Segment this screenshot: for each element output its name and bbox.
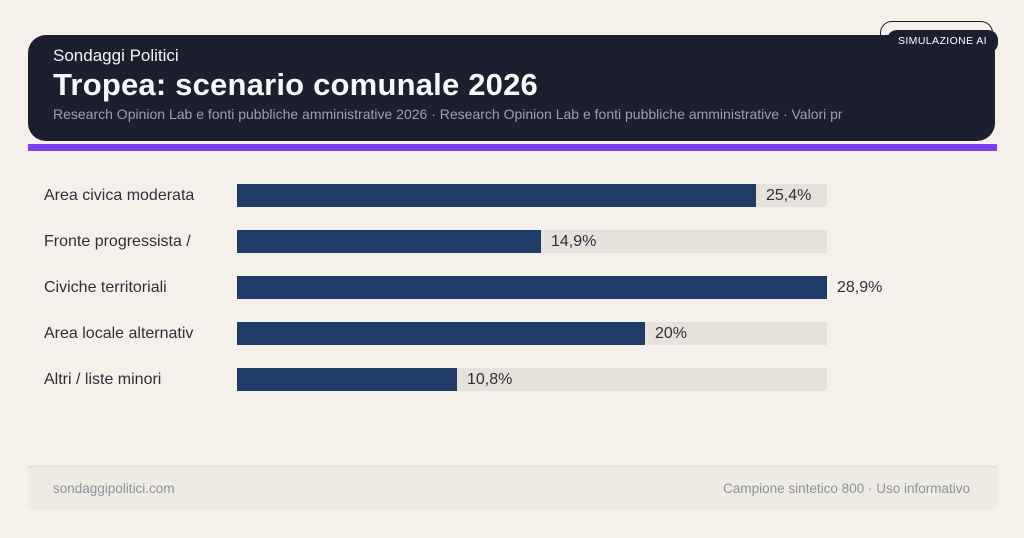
bar-label: Area civica moderata bbox=[44, 187, 195, 204]
bar-row: Altri / liste minori 10,8% bbox=[0, 368, 1024, 391]
bar-row: Civiche territoriali 28,9% bbox=[0, 276, 1024, 299]
bar-fill bbox=[237, 184, 756, 207]
bar-row: Fronte progressista / 14,9% bbox=[0, 230, 1024, 253]
simulation-badge-label: SIMULAZIONE AI bbox=[897, 35, 987, 47]
footer-note: Campione sintetico 800 · Uso informativo bbox=[723, 481, 970, 496]
bar-track bbox=[237, 276, 827, 299]
bar-row: Area civica moderata 25,4% bbox=[0, 184, 1024, 207]
bar-label: Altri / liste minori bbox=[44, 371, 162, 388]
bar-value: 10,8% bbox=[467, 371, 513, 388]
bar-chart: Area civica moderata 25,4% Fronte progress… bbox=[0, 184, 1024, 414]
bar-value: 28,9% bbox=[837, 279, 883, 296]
footer: sondaggipolitici.com Campione sintetico … bbox=[28, 466, 997, 510]
bar-fill bbox=[237, 230, 541, 253]
bar-row: Area locale alternativ 20% bbox=[0, 322, 1024, 345]
bar-fill bbox=[237, 368, 457, 391]
bar-fill bbox=[237, 276, 827, 299]
simulation-badge: SIMULAZIONE AI bbox=[879, 21, 998, 53]
bar-track bbox=[237, 184, 827, 207]
accent-bar bbox=[28, 144, 997, 151]
bar-label: Fronte progressista / bbox=[44, 233, 191, 250]
brand-label: Sondaggi Politici bbox=[53, 46, 179, 65]
bar-label: Civiche territoriali bbox=[44, 279, 167, 296]
bar-label: Area locale alternativ bbox=[44, 325, 194, 342]
bar-track bbox=[237, 322, 827, 345]
bar-value: 25,4% bbox=[766, 187, 812, 204]
bar-track bbox=[237, 230, 827, 253]
page-subtitle: Research Opinion Lab e fonti pubbliche a… bbox=[53, 106, 843, 122]
bar-fill bbox=[237, 322, 645, 345]
bar-value: 20% bbox=[655, 325, 688, 342]
page-title: Tropea: scenario comunale 2026 bbox=[53, 67, 538, 102]
header-card: Sondaggi Politici Tropea: scenario comun… bbox=[28, 35, 995, 141]
bar-value: 14,9% bbox=[551, 233, 597, 250]
footer-site-label: sondaggipolitici.com bbox=[53, 481, 175, 496]
bar-track bbox=[237, 368, 827, 391]
